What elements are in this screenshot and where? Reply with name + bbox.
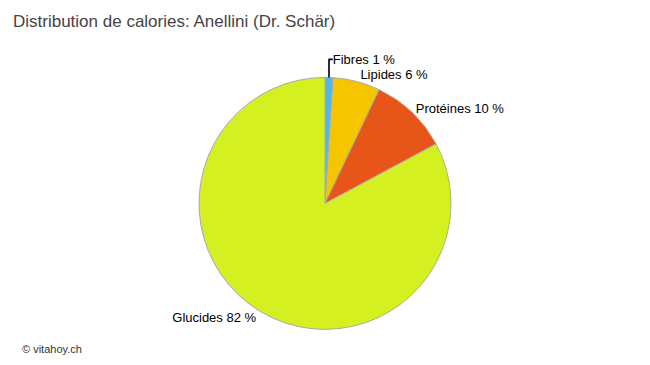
svg-text:Fibres 1 %: Fibres 1 %	[333, 52, 396, 67]
svg-text:Lipides 6 %: Lipides 6 %	[360, 67, 428, 82]
svg-text:Protéines 10 %: Protéines 10 %	[416, 101, 505, 116]
svg-text:Glucides 82 %: Glucides 82 %	[172, 310, 256, 325]
svg-text:Distribution de calories: Anel: Distribution de calories: Anellini (Dr. …	[13, 12, 335, 31]
svg-text:© vitahoy.ch: © vitahoy.ch	[22, 343, 82, 355]
